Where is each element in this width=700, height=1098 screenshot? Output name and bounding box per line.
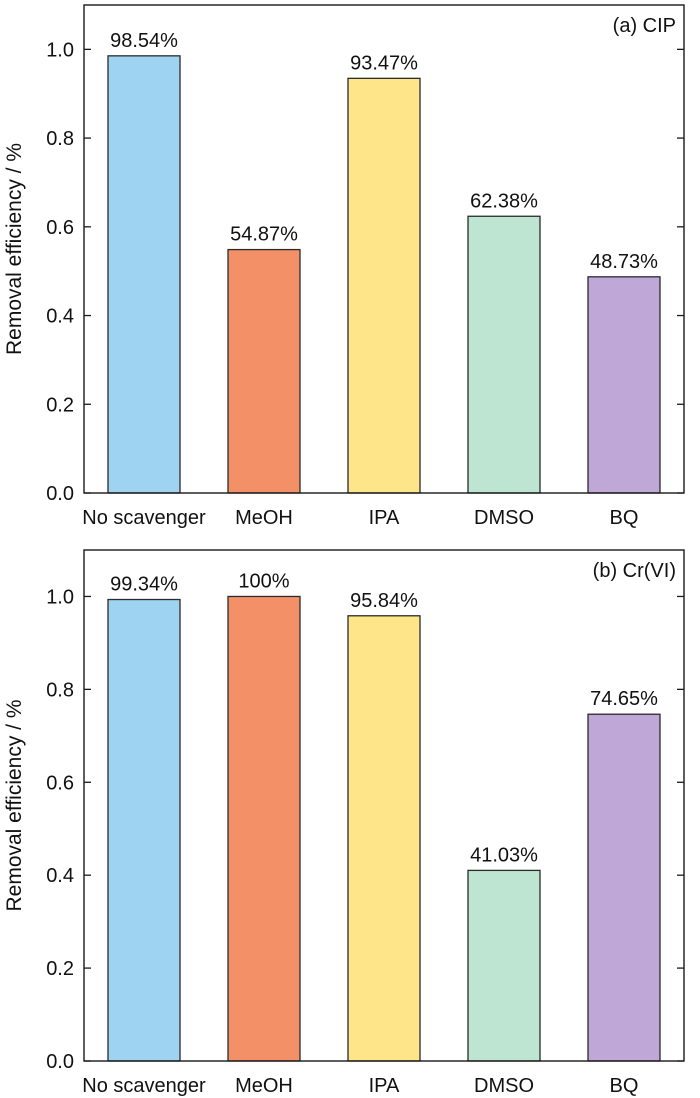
y-axis-label: Removal efficiency / %: [3, 143, 26, 355]
y-tick-label: 1.0: [46, 586, 74, 608]
y-tick-label: 0.0: [46, 483, 74, 505]
bar-bq: [587, 713, 661, 1062]
data-label: 74.65%: [590, 688, 658, 710]
bar-dmso: [467, 869, 541, 1062]
bar-no-scavenger: [107, 55, 181, 494]
bar-bq: [587, 276, 661, 494]
x-tick-label: IPA: [369, 507, 400, 529]
y-tick-label: 0.2: [46, 958, 74, 980]
y-tick-label: 0.8: [46, 128, 74, 150]
x-tick-label: MeOH: [235, 507, 293, 529]
x-tick-label: DMSO: [474, 507, 534, 529]
data-label: 93.47%: [350, 52, 418, 74]
y-tick-label: 1.0: [46, 39, 74, 61]
y-tick-label: 0.8: [46, 679, 74, 701]
bar-meoh: [227, 248, 301, 494]
x-tick-label: MeOH: [235, 1075, 293, 1097]
bar-no-scavenger: [107, 598, 181, 1062]
y-axis-label: Removal efficiency / %: [3, 699, 26, 911]
plot-frame: [83, 4, 685, 494]
panel-label: (b) Cr(VI): [593, 560, 676, 582]
bar-dmso: [467, 215, 541, 494]
y-tick-label: 0.4: [46, 306, 74, 328]
y-tick-label: 0.6: [46, 772, 74, 794]
data-label: 54.87%: [230, 224, 298, 246]
data-label: 48.73%: [590, 251, 658, 273]
y-tick-label: 0.0: [46, 1051, 74, 1073]
y-tick-label: 0.2: [46, 394, 74, 416]
x-tick-label: BQ: [610, 507, 639, 529]
y-tick-label: 0.4: [46, 865, 74, 887]
x-tick-label: DMSO: [474, 1075, 534, 1097]
x-tick-label: IPA: [369, 1075, 400, 1097]
data-label: 62.38%: [470, 190, 538, 212]
data-label: 98.54%: [110, 30, 178, 52]
x-tick-label: No scavenger: [82, 1075, 206, 1097]
bar-meoh: [227, 595, 301, 1062]
plot-frame: [83, 549, 685, 1062]
x-tick-label: No scavenger: [82, 507, 206, 529]
bar-ipa: [347, 615, 421, 1062]
bar-ipa: [347, 77, 421, 494]
y-tick-label: 0.6: [46, 217, 74, 239]
data-label: 99.34%: [110, 574, 178, 596]
data-label: 95.84%: [350, 590, 418, 612]
data-label: 41.03%: [470, 844, 538, 866]
data-label: 100%: [238, 570, 289, 592]
panel-label: (a) CIP: [613, 15, 676, 37]
x-tick-label: BQ: [610, 1075, 639, 1097]
